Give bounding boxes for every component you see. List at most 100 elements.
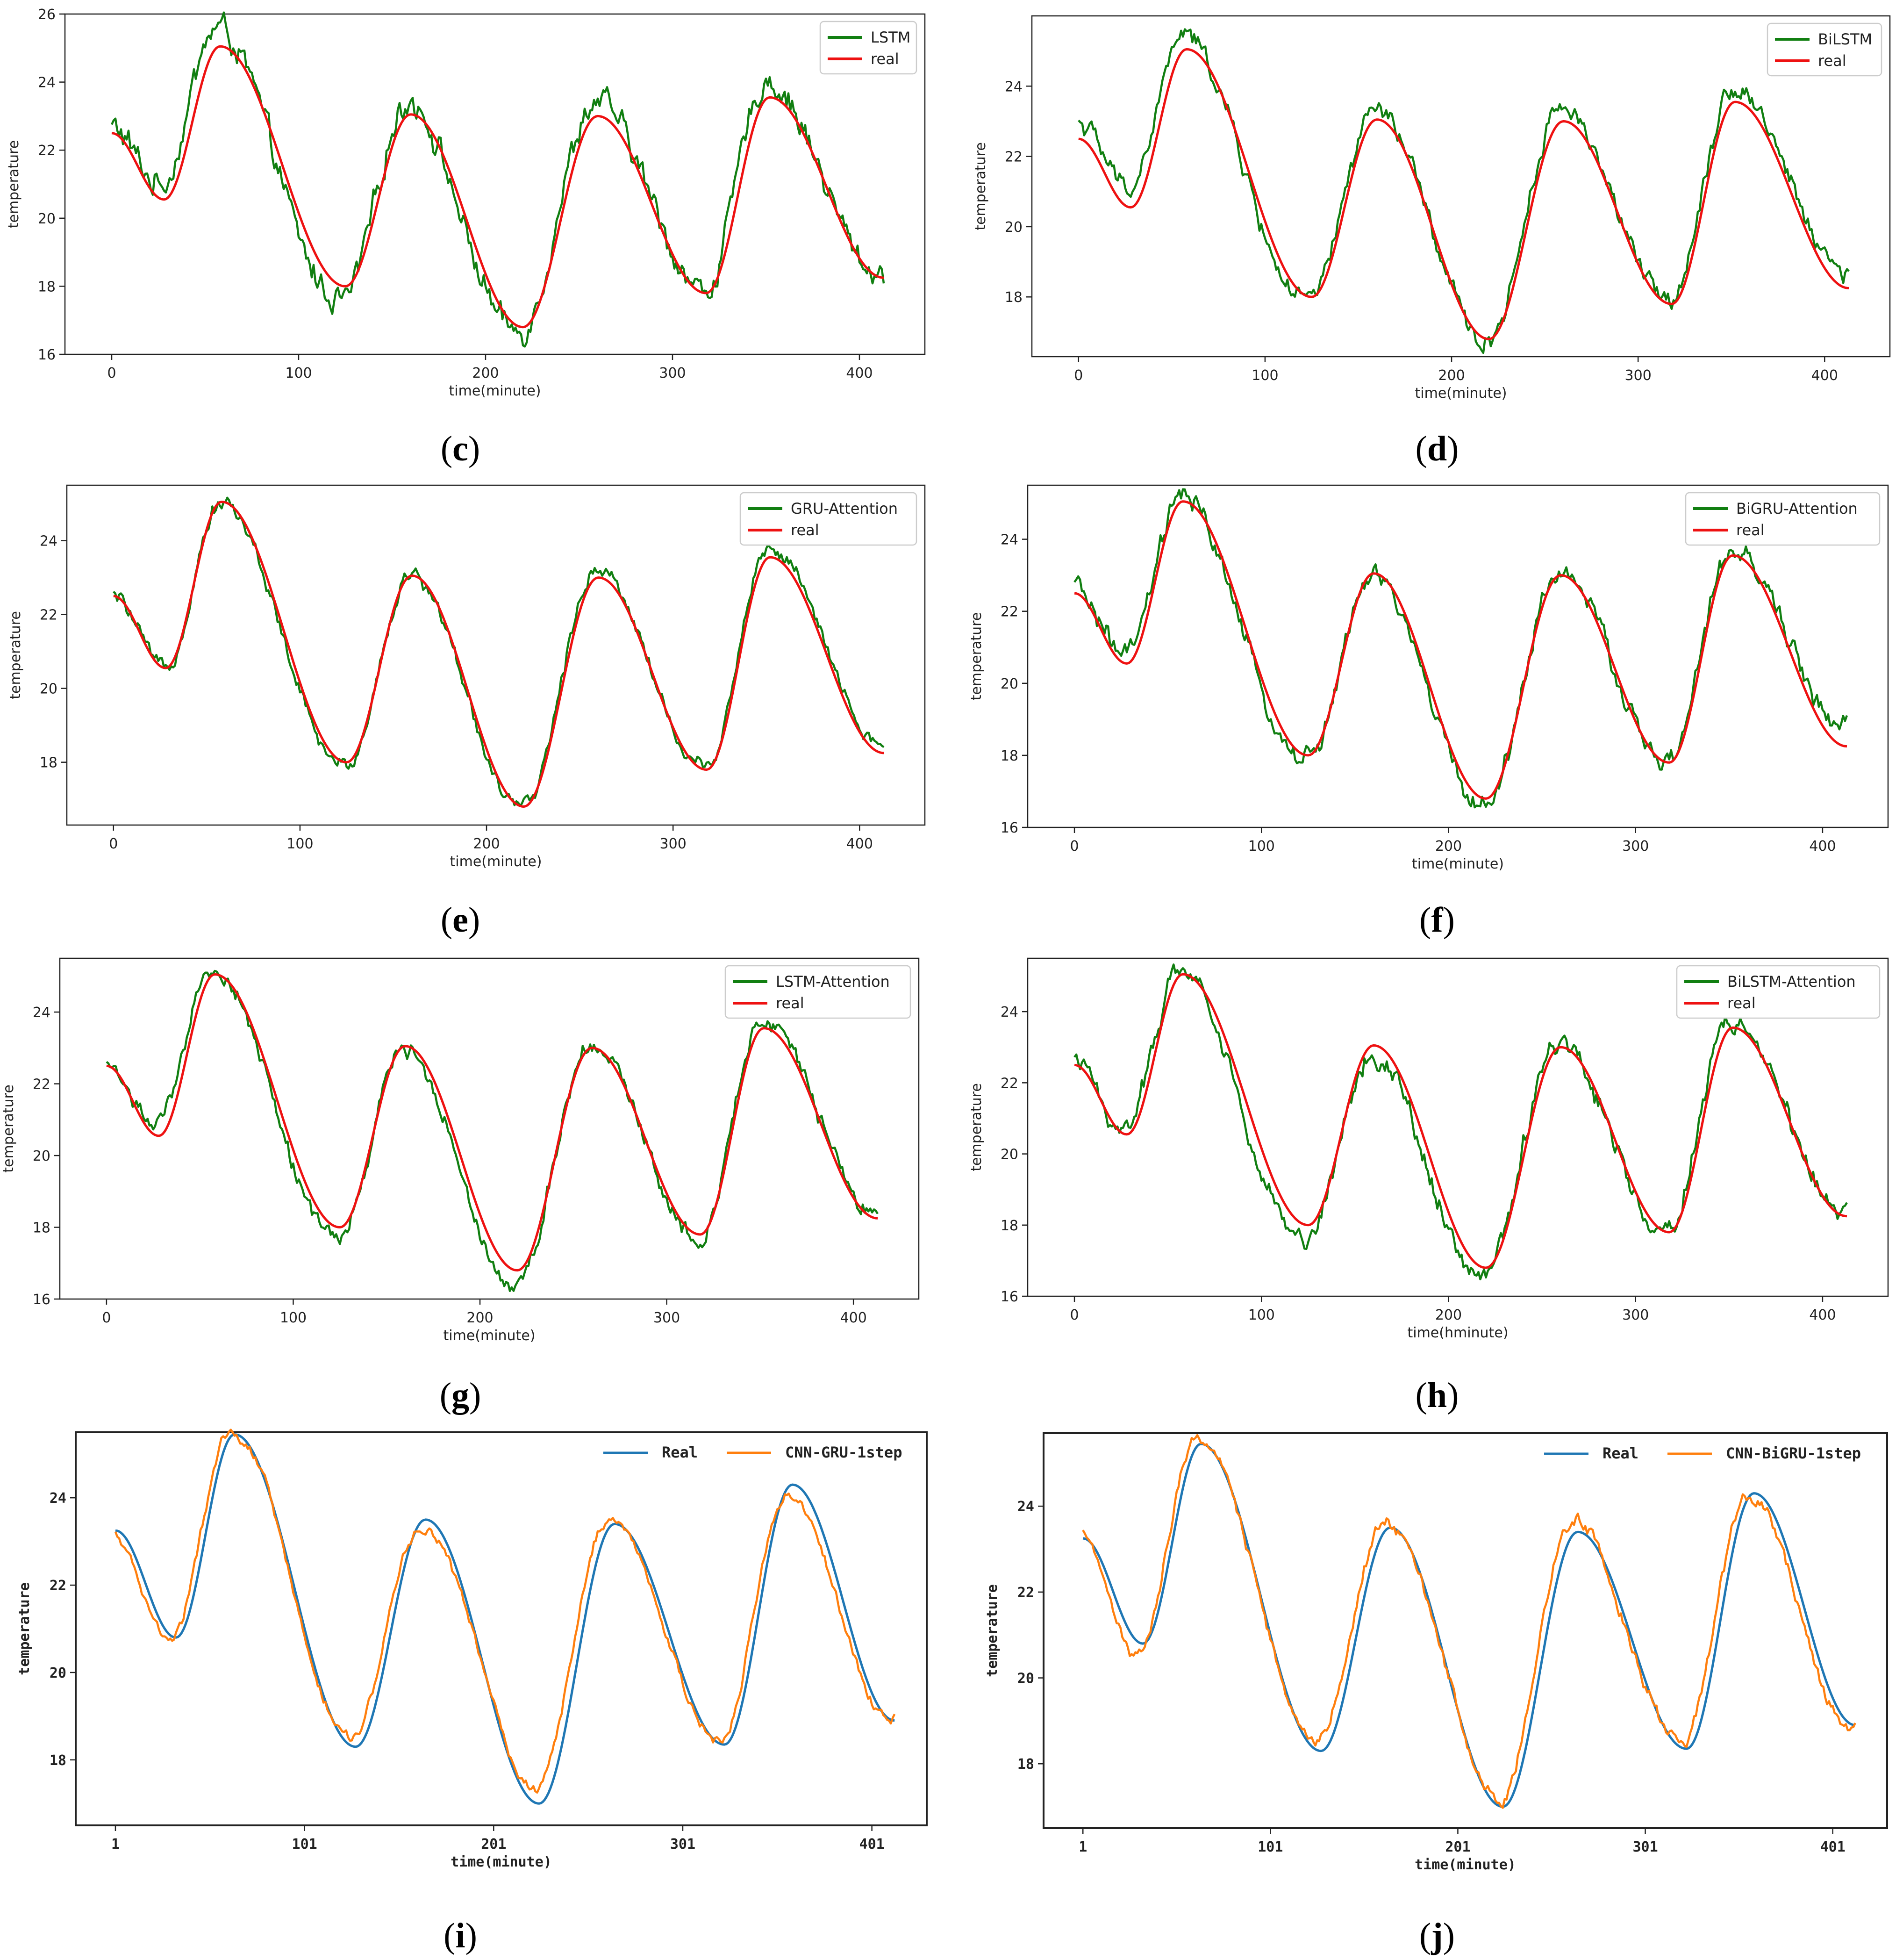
legend-label: LSTM-Attention [776, 973, 890, 991]
legend: Real CNN-BiGRU-1step [1544, 1444, 1861, 1462]
x-axis-label: time(hminute) [1407, 1325, 1508, 1341]
legend: Real CNN-GRU-1step [603, 1443, 902, 1461]
y-axis-label: temperature [7, 611, 24, 699]
y-tick-label: 24 [33, 1005, 50, 1021]
legend-label: CNN-BiGRU-1step [1726, 1444, 1861, 1462]
y-tick-label: 22 [50, 1578, 66, 1594]
legend-box [1767, 22, 1882, 77]
plot-frame [66, 484, 926, 826]
chart-panel-e: 0 100 200 300 400 18 20 22 24 time(minute) tempera… [7, 484, 926, 870]
y-tick-label: 18 [33, 1220, 50, 1236]
x-tick-label: 101 [292, 1836, 317, 1852]
legend-label: CNN-GRU-1step [785, 1443, 902, 1461]
panel-label: (e) [441, 900, 480, 940]
legend: BiLSTM real [1767, 22, 1882, 77]
series-line-real [1074, 500, 1847, 800]
x-tick-label: 301 [1632, 1839, 1658, 1855]
y-tick-label: 24 [1001, 1004, 1018, 1020]
y-tick-label: 20 [1001, 676, 1018, 692]
x-tick-label: 1 [111, 1836, 120, 1852]
x-axis-label: time(minute) [1412, 856, 1504, 872]
panel-label: (c) [441, 429, 480, 468]
x-tick-label: 301 [670, 1836, 695, 1852]
legend-box [724, 965, 911, 1019]
x-tick-label: 400 [1809, 838, 1836, 854]
x-tick-label: 200 [1435, 1307, 1462, 1323]
y-tick-label: 22 [1017, 1585, 1034, 1601]
chart-panel-c: 0 100 200 300 400 16 18 20 22 24 26 time(minute) tem… [6, 7, 926, 399]
y-tick-label: 24 [40, 533, 57, 550]
series-line-prediction [1082, 1434, 1856, 1809]
x-axis-label: time(minute) [451, 1854, 552, 1870]
plot-frame [1043, 1432, 1888, 1829]
x-tick-label: 300 [659, 365, 686, 381]
y-tick-label: 18 [50, 1752, 66, 1769]
y-axis-label: temperature [984, 1584, 1001, 1677]
x-tick-label: 0 [107, 365, 116, 381]
series-line-prediction [1078, 28, 1850, 354]
series-line-prediction [110, 11, 885, 348]
legend-label: BiLSTM-Attention [1727, 973, 1856, 991]
x-tick-label: 300 [653, 1310, 680, 1326]
legend-label: real [791, 521, 819, 539]
y-tick-label: 22 [1001, 604, 1018, 620]
series-line-real [106, 973, 878, 1272]
y-tick-label: 20 [1001, 1147, 1018, 1163]
y-tick-label: 18 [1001, 1218, 1018, 1234]
y-tick-label: 16 [1001, 1289, 1018, 1305]
y-axis-label: temperature [973, 142, 989, 230]
plot-frame [75, 1431, 928, 1826]
y-tick-label: 26 [38, 7, 56, 23]
plot-frame [1027, 957, 1889, 1297]
chart-panel-f: 0 100 200 300 400 16 18 20 22 24 time(minute) tempe… [968, 484, 1889, 872]
y-tick-label: 24 [1017, 1499, 1034, 1515]
x-axis-label: time(minute) [450, 854, 542, 870]
panel-label: (i) [444, 1916, 477, 1955]
x-tick-label: 400 [840, 1310, 867, 1326]
series-line-prediction [1073, 488, 1848, 809]
y-tick-label: 24 [1005, 79, 1023, 95]
x-tick-label: 0 [109, 836, 118, 852]
legend: LSTM-Attention real [724, 965, 911, 1019]
x-tick-label: 200 [473, 836, 500, 852]
y-tick-label: 18 [40, 755, 57, 771]
y-tick-label: 24 [38, 75, 56, 91]
y-tick-label: 18 [1005, 289, 1023, 306]
y-tick-label: 16 [38, 347, 56, 363]
panel-label: (f) [1419, 900, 1455, 940]
chart-panel-h: 0 100 200 300 400 16 18 20 22 24 time(hminute) temp… [968, 957, 1889, 1341]
legend: LSTM real [819, 21, 917, 75]
y-tick-label: 18 [1017, 1756, 1034, 1773]
y-axis-label: temperature [968, 1083, 985, 1171]
y-axis-label: temperature [6, 140, 22, 229]
x-tick-label: 100 [1252, 367, 1278, 384]
x-tick-label: 0 [1070, 1307, 1079, 1323]
y-tick-label: 20 [38, 211, 56, 227]
y-tick-label: 22 [38, 143, 56, 159]
legend-box [1685, 492, 1881, 546]
series-line-prediction [106, 969, 879, 1292]
x-tick-label: 100 [280, 1310, 307, 1326]
y-tick-label: 16 [1001, 820, 1018, 836]
legend: BiLSTM-Attention real [1676, 965, 1881, 1019]
x-tick-label: 200 [1435, 838, 1462, 854]
chart-panel-g: 0 100 200 300 400 16 18 20 22 24 time(minute) tempe… [0, 957, 920, 1344]
x-tick-label: 0 [102, 1310, 111, 1326]
x-tick-label: 0 [1070, 838, 1079, 854]
x-tick-label: 200 [466, 1310, 493, 1326]
y-tick-label: 20 [40, 681, 57, 697]
plot-frame [59, 957, 920, 1300]
legend-label: real [1736, 521, 1765, 539]
legend-label: real [1818, 52, 1846, 70]
x-tick-label: 200 [1438, 367, 1465, 384]
x-axis-label: time(minute) [1415, 1857, 1516, 1873]
x-tick-label: 201 [481, 1836, 506, 1852]
plot-frame [64, 13, 926, 355]
series-line-real [115, 1433, 895, 1805]
series-line-real [1078, 48, 1849, 340]
legend: BiGRU-Attention real [1685, 492, 1881, 546]
y-tick-label: 16 [33, 1292, 50, 1308]
x-tick-label: 300 [660, 836, 687, 852]
x-tick-label: 100 [1248, 1307, 1275, 1323]
y-tick-label: 24 [50, 1490, 66, 1507]
